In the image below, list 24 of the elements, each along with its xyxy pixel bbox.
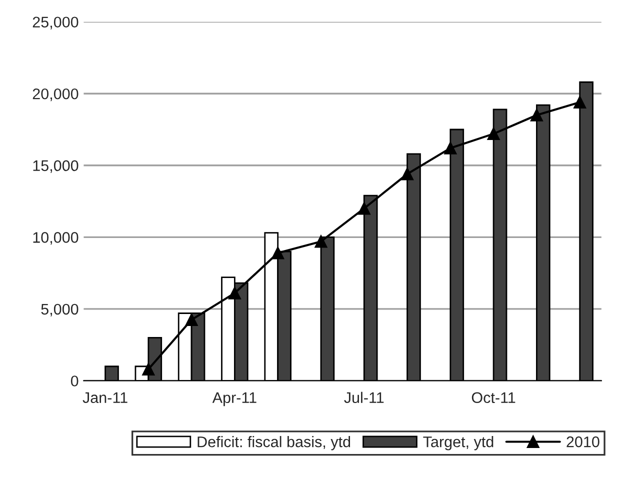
y-tick-label: 15,000	[33, 160, 78, 173]
point	[401, 168, 414, 180]
point	[444, 142, 457, 154]
point	[574, 96, 586, 108]
point	[487, 128, 500, 140]
legend-label: Deficit: fiscal basis, ytd	[198, 436, 350, 450]
y-tick-label: 25,000	[32, 16, 78, 30]
point	[142, 362, 155, 376]
x-tick-label: Oct-11	[472, 392, 516, 404]
point	[228, 286, 241, 300]
y-tick-label: 5,000	[41, 304, 78, 316]
y-tick-label: 20,000	[32, 88, 78, 102]
legend-label: Target, ytd	[423, 436, 494, 450]
point	[272, 246, 284, 260]
point	[314, 235, 328, 248]
x-tick-label: Jul-11	[344, 392, 384, 404]
legend-label: 2010	[566, 436, 600, 448]
point	[530, 108, 543, 122]
x-tick-label: Apr-11	[212, 392, 256, 406]
point	[185, 313, 198, 326]
y-tick-label: 0	[70, 376, 78, 386]
y-tick-label: 10,000	[33, 232, 78, 245]
x-tick-label: Jan-11	[82, 392, 128, 404]
point	[358, 202, 370, 215]
